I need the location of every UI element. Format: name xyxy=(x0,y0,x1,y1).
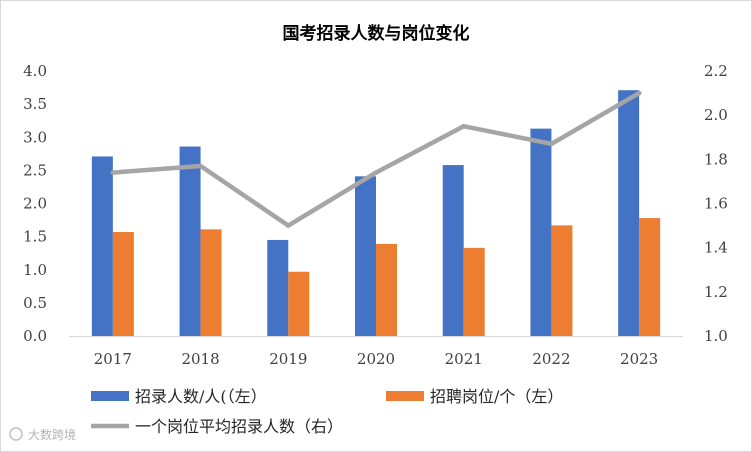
x-tick-label: 2023 xyxy=(620,350,658,368)
bar-positions xyxy=(551,225,573,336)
y-left-tick-label: 3.0 xyxy=(23,128,47,146)
x-tick-label: 2022 xyxy=(532,350,570,368)
bar-positions xyxy=(288,271,310,336)
y-left-tick-label: 0.0 xyxy=(23,327,47,345)
bar-positions xyxy=(200,229,222,336)
bar-positions xyxy=(112,231,134,336)
line-point xyxy=(110,170,116,175)
watermark-text: 大数跨境 xyxy=(28,427,76,442)
x-tick-label: 2021 xyxy=(445,350,483,368)
y-left-tick-label: 1.0 xyxy=(23,261,47,279)
line-point xyxy=(285,223,291,228)
y-left-tick-label: 4.0 xyxy=(23,62,47,80)
bar-recruits xyxy=(442,165,464,336)
legend: 招录人数/人(（左） 招聘岗位/个（左） 一个岗位平均招录人数（右） xyxy=(91,387,563,436)
line-point xyxy=(636,90,642,96)
bar-positions xyxy=(376,243,397,336)
bar-recruits xyxy=(618,90,640,337)
bar-recruits xyxy=(530,128,552,336)
legend-label-2: 一个岗位平均招录人数（右） xyxy=(135,417,343,436)
plot-area: 0.0 0.5 1.0 1.5 2.0 2.5 3.0 3.5 4.0 1.0 1.2 1.4 1.6 1… xyxy=(23,62,728,368)
x-tick-label: 2017 xyxy=(94,350,132,368)
y-left-tick-label: 3.5 xyxy=(23,95,47,113)
line-point xyxy=(549,141,554,147)
x-tick-label: 2019 xyxy=(269,350,307,368)
bar-positions xyxy=(463,247,485,336)
y-right-tick-label: 1.6 xyxy=(704,195,728,213)
y-right-tick-label: 1.0 xyxy=(704,327,728,345)
legend-swatch-0 xyxy=(91,391,129,401)
y-left-tick-label: 0.5 xyxy=(23,294,47,312)
legend-label-1: 招聘岗位/个（左） xyxy=(430,387,563,406)
y-right-tick-label: 2.2 xyxy=(704,62,728,80)
line-point xyxy=(373,170,379,175)
bar-recruits xyxy=(355,176,376,336)
chart-title: 国考招录人数与岗位变化 xyxy=(283,23,470,44)
y-right-tick-label: 1.8 xyxy=(704,150,728,168)
y-right-tick-label: 1.2 xyxy=(704,283,728,301)
line-point xyxy=(198,163,203,169)
y-right-tick-label: 2.0 xyxy=(704,106,728,124)
watermark: 大数跨境 xyxy=(9,427,76,442)
bar-positions xyxy=(639,218,661,336)
watermark-logo-icon xyxy=(9,427,23,441)
bar-recruits xyxy=(267,239,289,336)
y-right-tick-label: 1.4 xyxy=(704,239,728,257)
legend-label-0: 招录人数/人(（左） xyxy=(135,387,267,406)
x-tick-label: 2018 xyxy=(181,350,219,368)
x-tick-label: 2020 xyxy=(357,350,395,368)
y-left-tick-label: 2.5 xyxy=(23,161,47,179)
y-left-tick-label: 1.5 xyxy=(23,228,47,246)
bar-recruits xyxy=(179,146,201,336)
bar-recruits xyxy=(91,156,113,336)
y-left-tick-label: 2.0 xyxy=(23,195,47,213)
legend-swatch-1 xyxy=(386,391,424,401)
line-point xyxy=(461,123,467,129)
